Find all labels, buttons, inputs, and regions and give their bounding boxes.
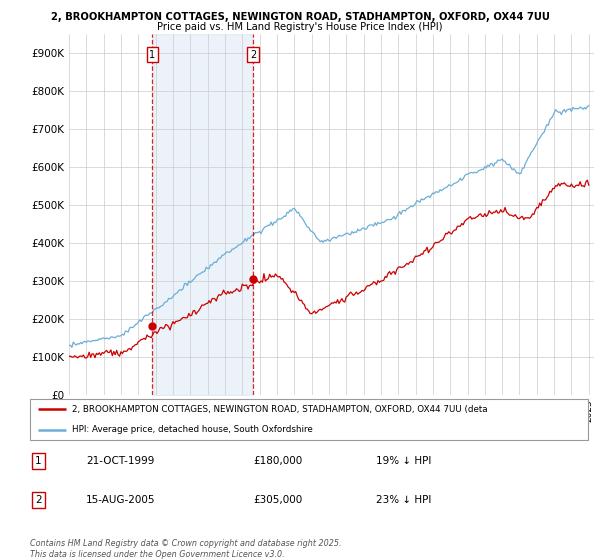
Text: Price paid vs. HM Land Registry's House Price Index (HPI): Price paid vs. HM Land Registry's House … (157, 22, 443, 32)
Text: 2: 2 (35, 495, 41, 505)
Text: 15-AUG-2005: 15-AUG-2005 (86, 495, 155, 505)
Text: £305,000: £305,000 (253, 495, 302, 505)
Text: HPI: Average price, detached house, South Oxfordshire: HPI: Average price, detached house, Sout… (72, 425, 313, 434)
Text: 1: 1 (35, 456, 41, 466)
Text: 19% ↓ HPI: 19% ↓ HPI (376, 456, 431, 466)
Text: 1: 1 (149, 50, 155, 60)
Text: 21-OCT-1999: 21-OCT-1999 (86, 456, 154, 466)
Text: £180,000: £180,000 (253, 456, 302, 466)
Text: 2, BROOKHAMPTON COTTAGES, NEWINGTON ROAD, STADHAMPTON, OXFORD, OX44 7UU (deta: 2, BROOKHAMPTON COTTAGES, NEWINGTON ROAD… (72, 405, 487, 414)
Text: 2: 2 (250, 50, 256, 60)
Text: 23% ↓ HPI: 23% ↓ HPI (376, 495, 431, 505)
Text: Contains HM Land Registry data © Crown copyright and database right 2025.
This d: Contains HM Land Registry data © Crown c… (30, 539, 341, 559)
FancyBboxPatch shape (30, 399, 588, 440)
Text: 2, BROOKHAMPTON COTTAGES, NEWINGTON ROAD, STADHAMPTON, OXFORD, OX44 7UU: 2, BROOKHAMPTON COTTAGES, NEWINGTON ROAD… (50, 12, 550, 22)
